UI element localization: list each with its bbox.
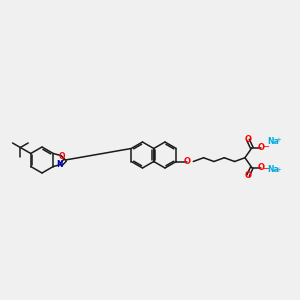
Text: Na: Na [267, 137, 279, 146]
Text: −: − [262, 165, 269, 174]
Text: O: O [244, 135, 251, 144]
Text: +: + [275, 137, 281, 143]
Text: N: N [56, 160, 63, 169]
Text: O: O [257, 163, 264, 172]
Text: +: + [275, 167, 281, 172]
Text: O: O [59, 152, 65, 160]
Text: −: − [262, 142, 269, 151]
Text: O: O [244, 171, 251, 180]
Text: O: O [257, 143, 264, 152]
Text: Na: Na [267, 165, 279, 174]
Text: O: O [184, 157, 191, 166]
